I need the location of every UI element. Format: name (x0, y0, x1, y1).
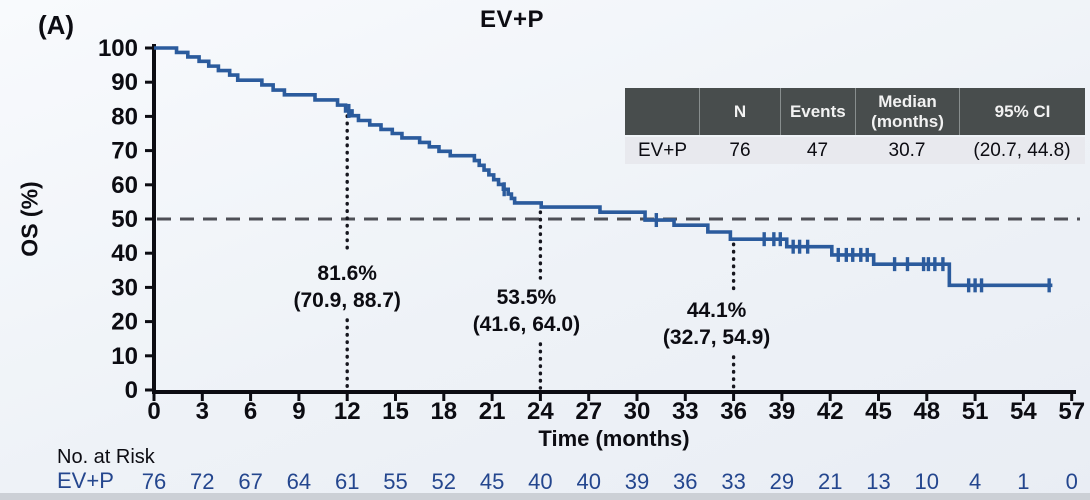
x-tick-label: 6 (244, 398, 257, 425)
risk-count: 45 (480, 469, 504, 494)
chart-title: EV+P (479, 6, 545, 33)
risk-count: 67 (238, 469, 262, 494)
x-tick-label: 9 (292, 398, 305, 425)
risk-count: 36 (673, 469, 697, 494)
risk-count: 13 (866, 469, 890, 494)
info-table-value-ci: (20.7, 44.8) (973, 139, 1071, 161)
info-table-header-row: N Events Median (months) 95% CI (625, 88, 1085, 135)
risk-count: 76 (142, 469, 166, 494)
x-tick-label: 33 (672, 398, 699, 425)
milestone-ci-36: (32.7, 54.9) (663, 326, 770, 349)
y-tick-label: 80 (111, 103, 138, 130)
y-tick-label: 20 (111, 309, 138, 336)
y-tick-label: 60 (111, 172, 138, 199)
x-tick-label: 27 (575, 398, 602, 425)
x-tick-label: 21 (479, 398, 506, 425)
risk-count: 52 (432, 469, 456, 494)
x-tick-label: 18 (430, 398, 457, 425)
info-table-header-blank (625, 88, 701, 135)
risk-count: 40 (528, 469, 552, 494)
screenshot-bottom-edge (0, 493, 1090, 500)
risk-count: 61 (335, 469, 359, 494)
x-tick-label: 24 (527, 398, 554, 425)
info-table-header-n: N (700, 88, 781, 135)
x-tick-label: 42 (817, 398, 844, 425)
y-tick-label: 40 (111, 240, 138, 267)
risk-count: 64 (287, 469, 311, 494)
y-tick-label: 70 (111, 138, 138, 165)
y-tick-label: 50 (111, 206, 138, 233)
x-tick-label: 48 (913, 398, 940, 425)
risk-count: 33 (721, 469, 745, 494)
x-tick-label: 45 (865, 398, 892, 425)
x-tick-label: 39 (769, 398, 796, 425)
risk-row-label: EV+P (57, 468, 114, 493)
x-tick-label: 57 (1058, 398, 1085, 425)
info-table-header-median: Median (months) (856, 88, 961, 135)
panel-label: (A) (38, 10, 75, 40)
x-tick-label: 15 (382, 398, 409, 425)
risk-count: 10 (915, 469, 939, 494)
x-tick-label: 12 (334, 398, 361, 425)
risk-count: 4 (969, 469, 981, 494)
x-tick-label: 51 (962, 398, 989, 425)
risk-count: 55 (383, 469, 407, 494)
info-table-value-n: 76 (729, 139, 751, 161)
milestone-rate-24: 53.5% (497, 286, 557, 309)
risk-count: 0 (1066, 469, 1078, 494)
x-tick-label: 30 (624, 398, 651, 425)
y-tick-label: 30 (111, 274, 138, 301)
milestone-ci-12: (70.9, 88.7) (293, 289, 400, 312)
info-table-row-label: EV+P (637, 139, 688, 161)
risk-count: 29 (770, 469, 794, 494)
info-table-header-events: Events (781, 88, 856, 135)
x-tick-label: 0 (147, 398, 160, 425)
risk-count: 72 (190, 469, 214, 494)
info-table-data-row: EV+P 76 47 30.7 (20.7, 44.8) (625, 137, 1085, 164)
info-table-header-ci: 95% CI (994, 101, 1051, 121)
y-tick-label: 0 (125, 377, 138, 404)
y-tick-label: 10 (111, 343, 138, 370)
y-tick-label: 100 (98, 35, 138, 62)
milestone-ci-24: (41.6, 64.0) (473, 313, 580, 336)
info-table: N Events Median (months) 95% CI EV+P 76 … (625, 88, 1085, 164)
risk-count: 21 (818, 469, 842, 494)
x-tick-label: 3 (196, 398, 209, 425)
y-tick-label: 90 (111, 69, 138, 96)
milestone-rate-12: 81.6% (317, 262, 377, 285)
x-tick-label: 36 (720, 398, 747, 425)
risk-count: 40 (576, 469, 600, 494)
x-tick-label: 54 (1010, 398, 1037, 425)
x-axis-label: Time (months) (538, 426, 690, 451)
risk-count: 1 (1017, 469, 1029, 494)
risk-table-title: No. at Risk (57, 446, 155, 468)
info-table-value-median: 30.7 (888, 139, 926, 161)
risk-count: 39 (625, 469, 649, 494)
survival-curve (154, 46, 1053, 288)
milestone-rate-36: 44.1% (687, 299, 747, 322)
info-table-value-events: 47 (806, 139, 829, 161)
